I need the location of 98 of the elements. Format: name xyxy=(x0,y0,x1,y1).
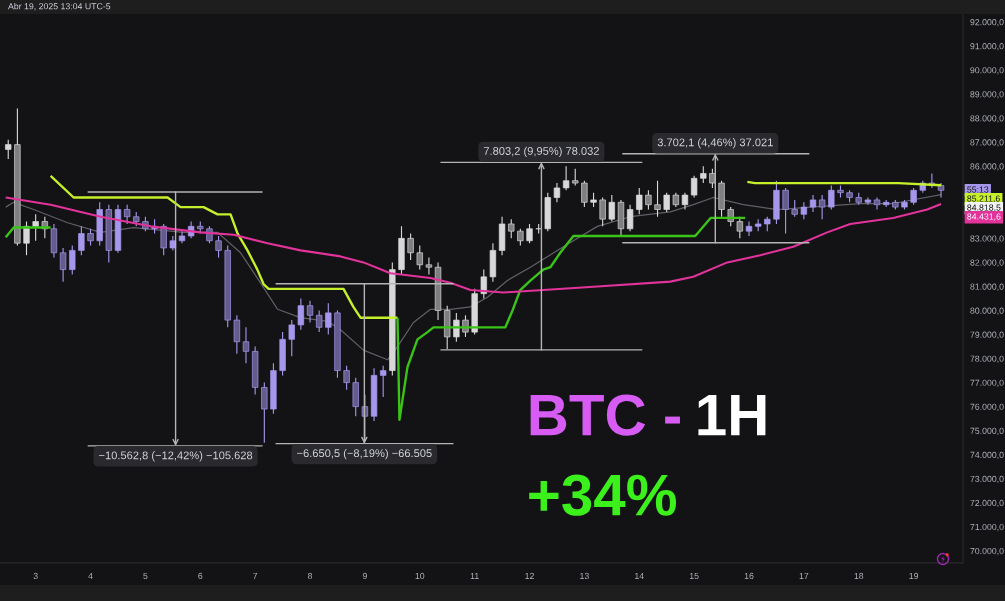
annotation: 1H xyxy=(698,395,766,436)
x-tick-label: 4 xyxy=(88,572,93,579)
candlestick xyxy=(297,297,305,331)
x-tick-label: 11 xyxy=(470,572,479,579)
candlestick xyxy=(562,165,570,191)
line-series xyxy=(4,196,943,294)
candlestick xyxy=(178,230,186,244)
candlestick xyxy=(380,365,387,398)
y-tick-label: 78.000,0 xyxy=(970,355,1004,363)
y-tick-label: 90.000,0 xyxy=(970,67,1004,75)
line-series xyxy=(49,174,399,319)
candlestick xyxy=(78,225,85,256)
candlestick xyxy=(242,326,250,364)
candlestick xyxy=(123,204,131,225)
line-series xyxy=(5,194,942,361)
candlestick xyxy=(160,223,167,256)
y-tick-label: 77.000,0 xyxy=(970,379,1004,387)
candlestick xyxy=(233,314,241,355)
y-tick-label: 70.000,0 xyxy=(970,547,1004,556)
candlestick xyxy=(709,168,716,189)
y-tick-label: 75.000,0 xyxy=(970,427,1004,435)
text: Abr 19, 2025 13:04 UTC-5 xyxy=(8,2,111,11)
y-tick-label: 83.000,0 xyxy=(970,235,1004,243)
x-tick-label: 7 xyxy=(253,572,258,579)
candlestick xyxy=(645,189,652,211)
text: 85.211,6 xyxy=(967,195,1000,203)
x-tick-label: 12 xyxy=(525,572,534,579)
candlestick xyxy=(215,235,222,259)
candlestick xyxy=(828,184,835,211)
candlestick xyxy=(937,182,945,199)
text: 84.818,5 xyxy=(967,204,1001,212)
candlestick xyxy=(654,180,661,218)
candlestick xyxy=(261,382,268,444)
y-tick-label: 76.000,0 xyxy=(970,403,1004,411)
x-tick-label: 8 xyxy=(307,572,313,580)
annotation: BTC - xyxy=(530,394,680,436)
candlestick xyxy=(407,233,414,261)
x-tick-label: 5 xyxy=(143,572,148,580)
candlestick xyxy=(306,300,314,324)
candlestick xyxy=(5,139,12,160)
candlestick xyxy=(416,245,423,271)
annotation: +34% xyxy=(529,474,677,516)
y-tick-label: 82.000,0 xyxy=(970,259,1004,267)
y-tick-label: 88.000,0 xyxy=(970,115,1004,123)
candlestick xyxy=(343,365,350,391)
y-tick-label: 80.000,0 xyxy=(970,307,1004,315)
annotation: 3.702,1 (4,46%) 37.021 xyxy=(657,138,773,149)
candlestick xyxy=(690,175,698,199)
candlestick xyxy=(782,187,789,235)
x-tick-label: 3 xyxy=(33,572,38,580)
y-tick-label: 86.000,0 xyxy=(970,163,1004,171)
y-tick-label: 72.000,0 xyxy=(970,499,1004,508)
candlestick xyxy=(288,319,295,357)
x-tick-label: 9 xyxy=(362,572,367,580)
y-tick-label: 73.000,0 xyxy=(970,475,1004,484)
annotation: −6.650,5 (−8,19%) −66.505 xyxy=(297,448,432,460)
x-tick-label: 6 xyxy=(198,572,203,580)
candlestick xyxy=(32,213,39,242)
text: 55:13 xyxy=(967,186,989,193)
candlestick xyxy=(425,257,433,275)
candlestick xyxy=(864,196,872,206)
candlestick xyxy=(608,194,615,223)
y-tick-label: 91.000,0 xyxy=(970,43,1004,51)
candlestick xyxy=(636,187,643,215)
candlestick xyxy=(553,182,561,203)
y-tick-label: 87.000,0 xyxy=(970,139,1004,147)
candlestick xyxy=(663,192,670,213)
candlestick xyxy=(316,309,323,333)
y-tick-label: 92.000,0 xyxy=(970,19,1004,27)
candlestick xyxy=(69,245,76,275)
x-tick-label: 17 xyxy=(799,572,809,579)
x-tick-label: 14 xyxy=(635,572,644,579)
candlestick xyxy=(581,180,588,208)
candlestick xyxy=(526,223,533,244)
annotation: 7.803,2 (9,95%) 78.032 xyxy=(483,146,599,158)
x-tick-label: 10 xyxy=(415,572,425,580)
y-tick-label: 74.000,0 xyxy=(970,451,1004,460)
x-tick-label: 13 xyxy=(580,572,589,580)
candlestick xyxy=(745,220,753,237)
candlestick xyxy=(626,204,634,232)
candlestick xyxy=(480,269,487,300)
candlestick xyxy=(453,312,460,343)
x-tick-label: 15 xyxy=(689,572,699,580)
candlestick xyxy=(818,194,826,220)
candlestick xyxy=(59,247,67,283)
candlestick xyxy=(508,218,515,239)
x-tick-label: 18 xyxy=(854,572,864,580)
y-tick-label: 79.000,0 xyxy=(970,331,1004,339)
x-tick-label: 19 xyxy=(909,572,919,580)
text: 84.431,6 xyxy=(967,213,1001,221)
candlestick xyxy=(325,302,332,336)
x-tick-label: 16 xyxy=(744,572,754,580)
annotation: −10.562,8 (−12,42%) −105.628 xyxy=(99,451,253,462)
y-tick-label: 89.000,0 xyxy=(970,91,1004,99)
candlestick xyxy=(599,196,606,227)
y-tick-label: 71.000,0 xyxy=(970,523,1004,532)
y-tick-label: 81.000,0 xyxy=(970,283,1004,291)
candlestick xyxy=(873,196,881,211)
